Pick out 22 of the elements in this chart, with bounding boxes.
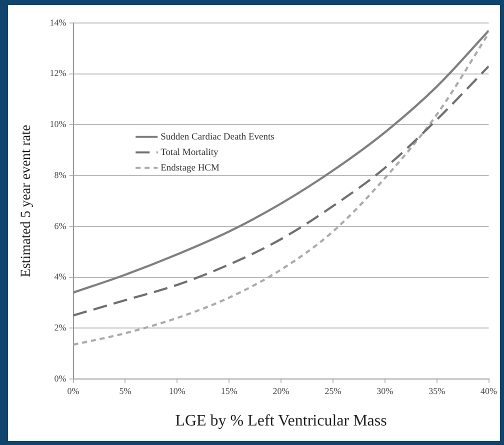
y-tick-label: 8%: [54, 170, 67, 180]
x-tick-label: 35%: [428, 386, 446, 396]
y-tick-label: 12%: [50, 68, 67, 78]
legend-label: Sudden Cardiac Death Events: [160, 132, 275, 142]
x-tick-label: 15%: [220, 386, 238, 396]
x-tick-label: 0%: [67, 386, 80, 396]
x-axis-title: LGE by % Left Ventricular Mass: [175, 412, 387, 430]
x-tick-label: 25%: [324, 386, 342, 396]
y-tick-label: 14%: [50, 17, 67, 28]
y-tick-label: 4%: [54, 272, 67, 282]
x-tick-label: 10%: [168, 386, 186, 396]
y-tick-label: 6%: [54, 220, 67, 231]
x-tick-label: 40%: [480, 386, 498, 396]
legend-label: Total Mortality: [160, 148, 219, 158]
y-tick-label: 0%: [54, 373, 67, 384]
x-tick-label: 30%: [376, 386, 394, 396]
x-tick-label: 5%: [119, 386, 132, 396]
y-tick-label: 2%: [54, 322, 67, 332]
legend-label: Endstage HCM: [160, 163, 220, 174]
y-axis-title: Estimated 5 year event rate: [19, 124, 34, 278]
x-tick-label: 20%: [272, 386, 290, 396]
y-tick-label: 10%: [50, 119, 67, 130]
